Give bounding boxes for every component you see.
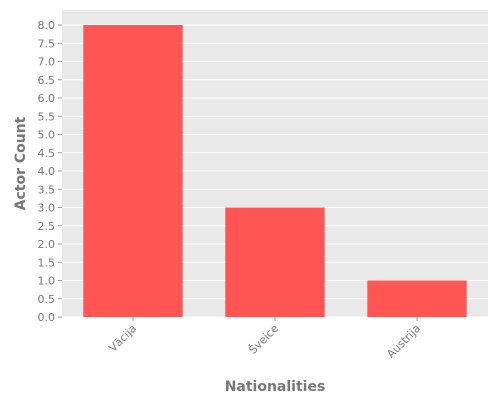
- y-tick-label: 4.5: [38, 147, 56, 160]
- y-tick-label: 7.0: [38, 56, 56, 69]
- y-tick-label: 3.5: [38, 183, 56, 196]
- y-tick-label: 2.5: [38, 220, 56, 233]
- x-tick-label: Austrija: [384, 322, 423, 361]
- y-tick-label: 4.0: [38, 165, 56, 178]
- bars: [83, 25, 467, 317]
- x-tick-label: Vācija: [106, 322, 139, 355]
- bar: [367, 280, 467, 317]
- y-tick-label: 0.5: [38, 293, 56, 306]
- y-tick-label: 5.0: [38, 129, 56, 142]
- y-tick-label: 1.0: [38, 275, 56, 288]
- x-axis-ticks: Vācija Šveice Austrija: [106, 317, 423, 361]
- y-tick-label: 0.0: [38, 311, 56, 324]
- y-tick-label: 5.5: [38, 110, 56, 123]
- y-axis-title: Actor Count: [13, 116, 29, 210]
- y-tick-label: 8.0: [38, 19, 56, 32]
- y-tick-label: 6.0: [38, 92, 56, 105]
- bar: [225, 207, 325, 317]
- y-tick-label: 6.5: [38, 74, 56, 87]
- x-axis-title: Nationalities: [225, 379, 326, 395]
- y-tick-label: 3.0: [38, 202, 56, 215]
- y-axis-ticks: 0.0 0.5 1.0 1.5 2.0 2.5 3.0 3.5 4.0 4.5 5.0 5.5 6.0 6…: [38, 19, 62, 324]
- y-tick-label: 1.5: [38, 256, 56, 269]
- y-tick-label: 7.5: [38, 37, 56, 50]
- y-tick-label: 2.0: [38, 238, 56, 251]
- x-tick-label: Šveice: [246, 322, 281, 357]
- bar: [83, 25, 183, 317]
